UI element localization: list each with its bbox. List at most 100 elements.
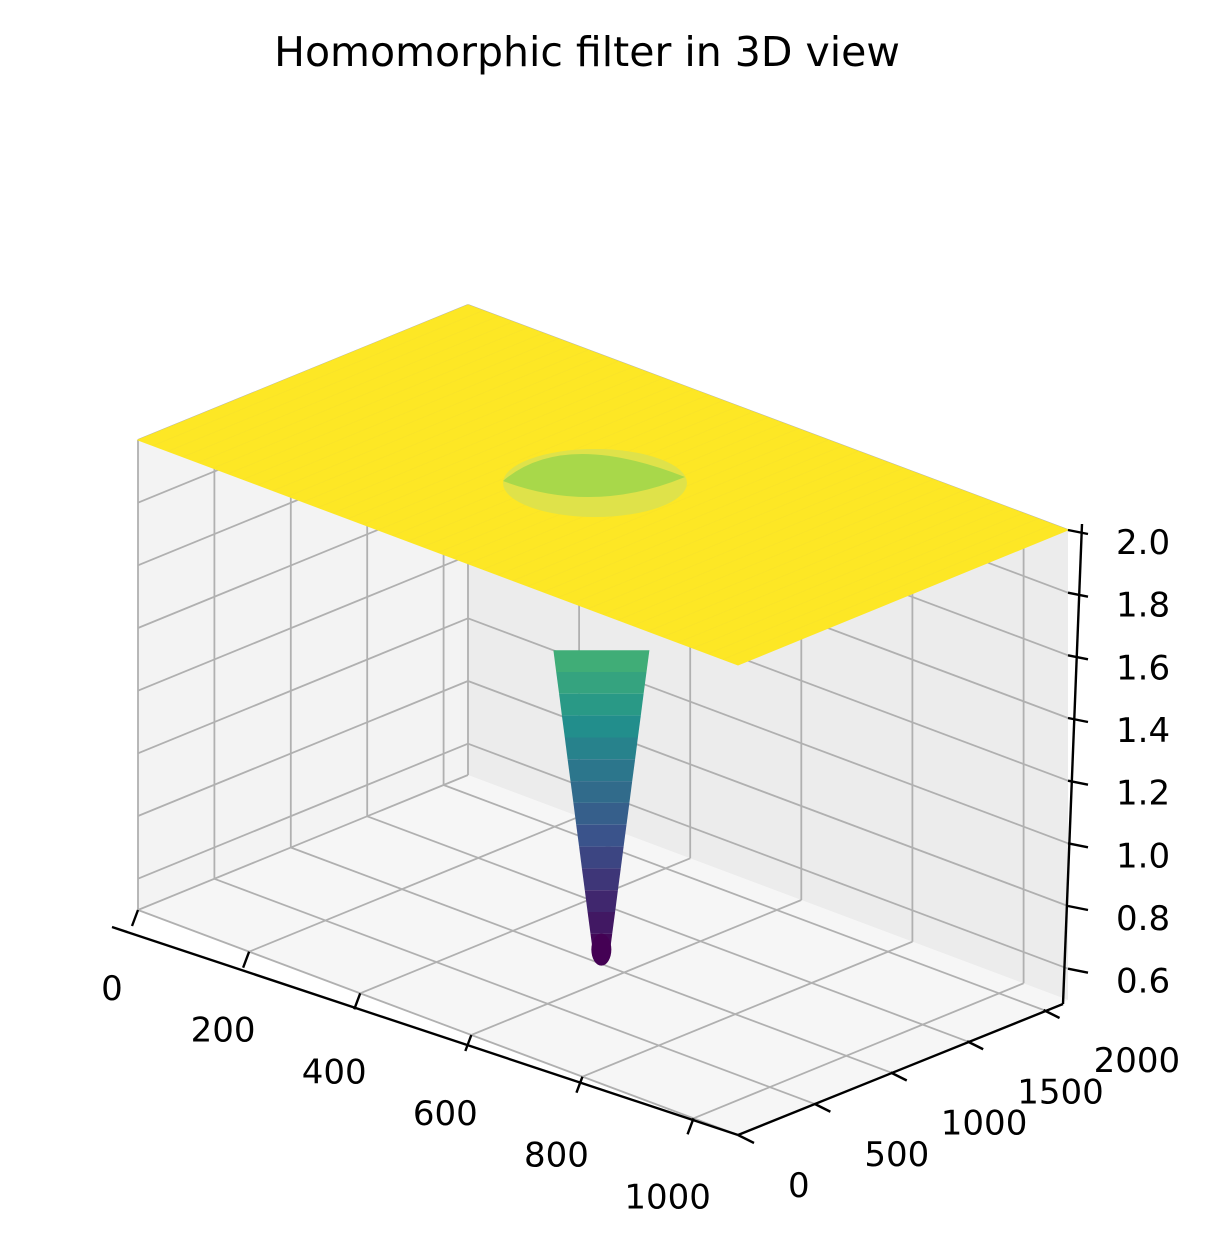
z-tick-label: 1.4	[1116, 711, 1170, 751]
surface-mesh-line	[272, 355, 604, 491]
gridline-z-right	[467, 742, 1069, 970]
z-tick-mark	[1067, 654, 1089, 661]
gridline-z-left	[137, 554, 469, 692]
y-tick-mark	[737, 1133, 755, 1145]
surface-mesh-line	[362, 389, 694, 525]
z-tick-label: 1.0	[1116, 836, 1170, 876]
x-tick-mark	[241, 951, 251, 969]
axis-lines	[111, 523, 1084, 1137]
x-tick-mark	[353, 992, 362, 1010]
y-tick-mark	[813, 1102, 831, 1113]
gridline-y-floor	[137, 909, 739, 1136]
surface-mesh-line	[572, 467, 904, 604]
surface-mesh-line	[212, 332, 544, 469]
x-tick-label: 400	[302, 1052, 367, 1092]
gridline-y-floor	[290, 846, 892, 1074]
y-tick-mark	[890, 1071, 908, 1082]
surface-mesh-line	[257, 349, 589, 486]
surface-mesh-line	[602, 479, 934, 615]
dip-band	[561, 715, 641, 738]
surface-mesh-line	[227, 338, 559, 475]
chart-title: Homomorphic filter in 3D view	[274, 28, 900, 76]
surface-mesh-line	[512, 445, 844, 581]
surface-mesh-line	[197, 327, 529, 463]
surface-mesh-line	[182, 321, 514, 458]
dip-band	[573, 802, 630, 825]
surface-mesh-line	[497, 439, 829, 576]
x-tick-mark	[464, 1034, 473, 1052]
gridline-x-floor	[137, 774, 469, 911]
surface-mesh-line	[692, 512, 1024, 649]
z-tick-label: 0.6	[1116, 962, 1170, 1002]
surface-mesh-line	[722, 524, 1054, 660]
x-tick-mark	[575, 1076, 584, 1094]
x-tick-mark	[686, 1117, 695, 1135]
dip-band	[556, 672, 647, 694]
z-tick-label: 1.2	[1116, 774, 1170, 814]
z-tick-mark	[1067, 591, 1089, 598]
y-tick-label: 0	[788, 1166, 810, 1206]
dip-band	[584, 890, 618, 912]
x-tick-label: 200	[191, 1011, 256, 1051]
z-tick-label: 2.0	[1116, 523, 1170, 563]
gridline-y-floor	[366, 815, 968, 1043]
surface-mesh-line	[707, 518, 1039, 655]
gridline-z-left	[137, 617, 469, 755]
x-tick-label: 0	[101, 969, 123, 1009]
gridline-x-floor	[359, 857, 691, 995]
y-tick-label: 2000	[1094, 1041, 1181, 1081]
surface-mesh-line	[542, 456, 874, 593]
gridline-x-floor	[470, 899, 802, 1036]
gridline-x-floor	[582, 940, 913, 1078]
y-tick-label: 1000	[941, 1104, 1028, 1144]
dip-band	[567, 759, 636, 782]
z-axis-line	[1061, 523, 1084, 1005]
dip-band	[587, 912, 616, 934]
gridline-x-floor	[693, 982, 1024, 1120]
gridline-x-floor	[248, 815, 580, 953]
surface-mesh-line	[632, 490, 964, 626]
dip-band	[581, 868, 621, 891]
surface-mesh-line	[332, 377, 664, 514]
z-tick-label: 1.6	[1116, 648, 1170, 688]
gridline-y-floor	[443, 784, 1044, 1011]
surface-mesh-line	[587, 473, 919, 610]
surface-mesh-line	[677, 507, 1009, 643]
y-tick-label: 1500	[1017, 1072, 1104, 1112]
x-axis-line	[111, 925, 739, 1137]
z-tick-label: 0.8	[1116, 899, 1170, 939]
surface-mesh-line	[662, 501, 994, 638]
x-tick-mark	[130, 909, 140, 927]
surface-mesh-line	[152, 310, 484, 446]
dip-band	[570, 781, 633, 803]
x-tick-label: 600	[413, 1094, 478, 1134]
z-tick-label: 1.8	[1116, 586, 1170, 626]
z-tick-mark	[1067, 967, 1089, 974]
surface-mesh-line	[242, 344, 574, 480]
gridline-y-floor	[214, 877, 815, 1105]
surface-mesh-line	[167, 315, 499, 452]
surface-mesh-line	[617, 484, 949, 621]
z-tick-mark	[1067, 779, 1089, 786]
z-tick-mark	[1067, 842, 1089, 849]
dip-band	[579, 846, 624, 869]
surface-mesh-line	[317, 372, 649, 508]
y-axis-line	[737, 1002, 1064, 1137]
x-tick-label: 800	[524, 1136, 589, 1176]
gridline-z-left	[137, 742, 469, 880]
dip-band	[576, 824, 627, 847]
surface-mesh-line	[647, 495, 979, 632]
z-tick-mark	[1067, 716, 1089, 724]
surface-mesh-line	[347, 383, 679, 520]
dip-band	[559, 693, 644, 716]
y-tick-mark	[966, 1040, 984, 1051]
surface-dip	[503, 449, 687, 966]
z-tick-mark	[1067, 904, 1089, 912]
surface-mesh-line	[527, 450, 859, 587]
dip-band	[564, 737, 638, 760]
dip-inner-wall	[503, 453, 685, 498]
z-tick-mark	[1067, 528, 1089, 536]
dip-band	[553, 650, 650, 672]
